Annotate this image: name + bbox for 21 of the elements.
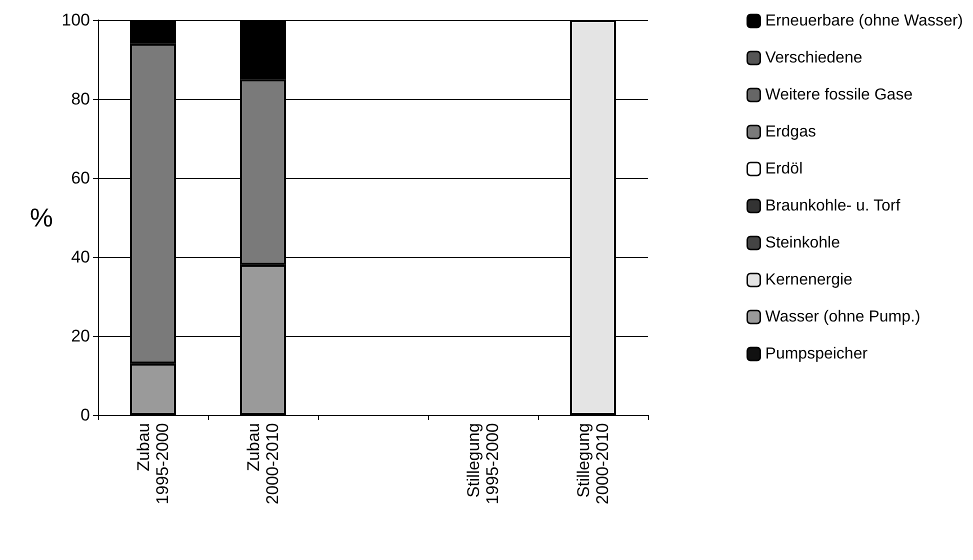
y-axis-title: % (30, 202, 53, 232)
legend-label: Steinkohle (765, 234, 840, 252)
legend-label: Erneuerbare (ohne Wasser) (765, 12, 963, 30)
legend-label: Erdöl (765, 160, 803, 178)
legend-label: Weitere fossile Gase (765, 86, 913, 104)
legend-label: Erdgas (765, 124, 816, 140)
x-tick-label: Zubau 1995-2000 (134, 423, 172, 504)
y-tick-label: 60 (71, 168, 90, 188)
y-tick-label: 20 (71, 326, 90, 346)
legend-label: Verschiedene (765, 50, 862, 66)
x-tick-label: Stillegung 2000-2010 (574, 423, 612, 504)
x-tick-label: Stillegung 1995-2000 (464, 423, 502, 504)
legend-label: Wasser (ohne Pump.) (765, 308, 920, 326)
x-tick-label: Zubau 2000-2010 (244, 423, 282, 504)
y-tick-label: 80 (71, 90, 90, 108)
y-tick-label: 100 (62, 10, 90, 30)
y-tick-label: 40 (71, 248, 90, 266)
legend-label: Kernenergie (765, 272, 853, 288)
legend-label: Pumpspeicher (765, 346, 868, 362)
y-tick-label: 0 (80, 406, 90, 424)
legend-label: Braunkohle- u. Torf (765, 198, 901, 214)
